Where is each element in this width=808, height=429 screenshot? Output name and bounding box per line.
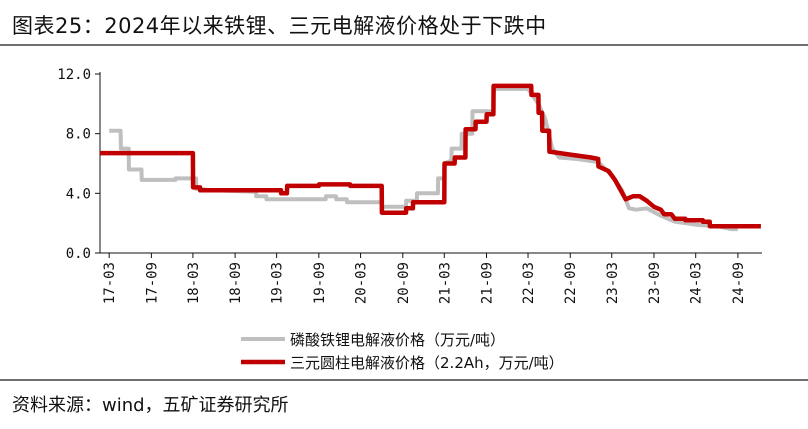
title-divider (0, 44, 808, 46)
x-tick-label: 22-09 (563, 262, 579, 304)
x-tick-label: 20-03 (354, 262, 370, 304)
line-chart: 0.0 4.0 8.0 12.0 17-03 17-09 18-03 18-09 19-03 19… (57, 67, 762, 372)
x-tick-label: 20-09 (396, 262, 412, 304)
legend-label-1: 磷酸铁锂电解液价格（万元/吨） (290, 331, 505, 349)
x-tick-label: 18-03 (186, 262, 202, 304)
x-tick-label: 21-03 (437, 262, 453, 304)
y-tick-label: 0.0 (66, 246, 91, 262)
x-tick-label: 23-03 (605, 262, 621, 304)
x-tick-label: 24-09 (731, 262, 747, 304)
x-tick-label: 17-09 (144, 262, 160, 304)
x-tick-label: 21-09 (480, 262, 496, 304)
y-tick-label: 4.0 (66, 186, 91, 202)
legend-label-2: 三元圆柱电解液价格（2.2Ah，万元/吨） (290, 354, 564, 372)
chart-title: 图表25：2024年以来铁锂、三元电解液价格处于下跌中 (12, 14, 547, 38)
series-line-2 (100, 83, 761, 229)
x-tick-label: 18-09 (228, 262, 244, 304)
x-tick-label: 23-09 (647, 262, 663, 304)
source-divider (0, 379, 808, 381)
x-tick-label: 19-03 (270, 262, 286, 304)
series-line-1 (109, 86, 738, 232)
x-tick-label: 22-03 (521, 262, 537, 304)
x-tick-label: 24-03 (689, 262, 705, 304)
y-tick-label: 8.0 (66, 127, 91, 143)
x-tick-label: 17-03 (102, 262, 118, 304)
x-tick-label: 19-09 (312, 262, 328, 304)
source-note: 资料来源：wind，五矿证券研究所 (12, 395, 289, 416)
y-tick-label: 12.0 (57, 67, 91, 83)
